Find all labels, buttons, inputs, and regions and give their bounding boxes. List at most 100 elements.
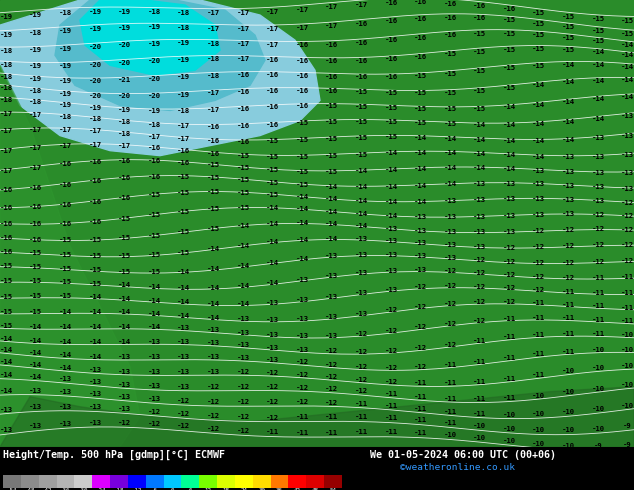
Text: -14: -14 (178, 285, 190, 291)
Text: -14: -14 (148, 297, 161, 303)
Text: -24: -24 (96, 489, 107, 490)
Text: -15: -15 (0, 323, 13, 329)
Text: -12: -12 (355, 349, 368, 355)
Text: -12: -12 (207, 399, 220, 405)
Text: -12: -12 (236, 369, 250, 375)
Text: -14: -14 (29, 362, 42, 368)
Text: -19: -19 (59, 78, 72, 84)
Text: -15: -15 (533, 46, 545, 52)
Text: -19: -19 (118, 8, 131, 15)
Text: -17: -17 (29, 112, 42, 118)
Text: -15: -15 (384, 90, 398, 96)
Text: -15: -15 (59, 237, 72, 244)
Bar (39, 475, 56, 488)
Text: -11: -11 (533, 351, 545, 357)
Text: -10: -10 (533, 441, 545, 446)
Text: -15: -15 (118, 269, 131, 275)
Polygon shape (80, 0, 220, 75)
Text: -13: -13 (89, 379, 101, 385)
Text: -16: -16 (0, 205, 13, 211)
Text: -13: -13 (236, 355, 250, 361)
Text: -13: -13 (384, 238, 398, 244)
Text: 12: 12 (205, 489, 212, 490)
Text: -11: -11 (592, 303, 605, 310)
Text: -15: -15 (0, 294, 13, 300)
Text: -14: -14 (444, 150, 456, 156)
Text: -19: -19 (59, 102, 72, 108)
Text: -16: -16 (444, 15, 456, 21)
Text: -16: -16 (148, 174, 161, 180)
Text: -17: -17 (266, 42, 279, 48)
Text: -12: -12 (325, 386, 339, 392)
Text: We 01-05-2024 06:00 UTC (00+06): We 01-05-2024 06:00 UTC (00+06) (370, 450, 556, 460)
Text: -12: -12 (414, 284, 427, 290)
Text: -10: -10 (562, 389, 575, 395)
Text: -10: -10 (592, 347, 605, 353)
Text: -13: -13 (592, 135, 605, 142)
Text: -15: -15 (444, 122, 456, 127)
Text: -18: -18 (207, 41, 220, 47)
Text: -13: -13 (592, 184, 605, 191)
Text: -18: -18 (59, 10, 72, 16)
Text: -14: -14 (355, 169, 368, 174)
Text: -12: -12 (384, 347, 398, 354)
Text: -12: -12 (473, 257, 486, 263)
Text: -14: -14 (414, 150, 427, 156)
Text: -10: -10 (444, 432, 456, 438)
Text: 48: 48 (312, 489, 319, 490)
Text: -14: -14 (621, 42, 634, 48)
Text: -13: -13 (473, 197, 486, 203)
Text: -15: -15 (207, 225, 220, 231)
Text: -12: -12 (503, 259, 516, 265)
Text: -17: -17 (29, 165, 42, 171)
Text: -16: -16 (236, 89, 250, 95)
Text: -15: -15 (59, 252, 72, 258)
Text: -14: -14 (592, 77, 605, 84)
Text: -11: -11 (384, 391, 398, 397)
Text: -17: -17 (207, 10, 220, 16)
Text: -15: -15 (414, 120, 427, 126)
Text: -19: -19 (178, 57, 190, 63)
Text: -15: -15 (148, 252, 161, 258)
Text: -14: -14 (295, 237, 309, 243)
Text: -15: -15 (473, 88, 486, 94)
Text: -16: -16 (384, 18, 398, 24)
Text: -11: -11 (621, 290, 634, 296)
Text: -15: -15 (295, 137, 309, 143)
Text: -15: -15 (148, 233, 161, 239)
Text: -13: -13 (325, 333, 339, 339)
Text: -11: -11 (444, 395, 456, 402)
Text: -14: -14 (266, 260, 279, 266)
Text: -11: -11 (562, 316, 575, 321)
Text: -13: -13 (562, 169, 575, 175)
Bar (164, 475, 181, 488)
Text: -15: -15 (89, 253, 101, 259)
Text: -15: -15 (266, 168, 279, 173)
Text: -16: -16 (444, 0, 456, 6)
Text: -13: -13 (444, 243, 456, 248)
Text: -13: -13 (562, 196, 575, 202)
Text: -15: -15 (236, 165, 250, 171)
Text: -10: -10 (562, 368, 575, 374)
Text: -17: -17 (178, 136, 190, 142)
Text: 30: 30 (258, 489, 265, 490)
Text: -12: -12 (414, 345, 427, 351)
Text: -15: -15 (414, 73, 427, 79)
Text: -15: -15 (118, 253, 131, 259)
Text: -12: -12 (562, 260, 575, 266)
Text: -13: -13 (59, 404, 72, 410)
Text: -11: -11 (414, 406, 427, 412)
Text: -11: -11 (621, 318, 634, 324)
Text: -14: -14 (266, 280, 279, 286)
Text: -15: -15 (414, 90, 427, 97)
Text: -14: -14 (59, 365, 72, 371)
Text: -14: -14 (533, 154, 545, 160)
Text: -16: -16 (414, 16, 427, 22)
Text: -16: -16 (59, 220, 72, 226)
Text: -11: -11 (355, 429, 368, 435)
Text: -13: -13 (59, 421, 72, 427)
Text: -16: -16 (473, 3, 486, 9)
Text: -13: -13 (207, 354, 220, 360)
Text: -14: -14 (503, 104, 516, 110)
Text: -11: -11 (355, 401, 368, 407)
